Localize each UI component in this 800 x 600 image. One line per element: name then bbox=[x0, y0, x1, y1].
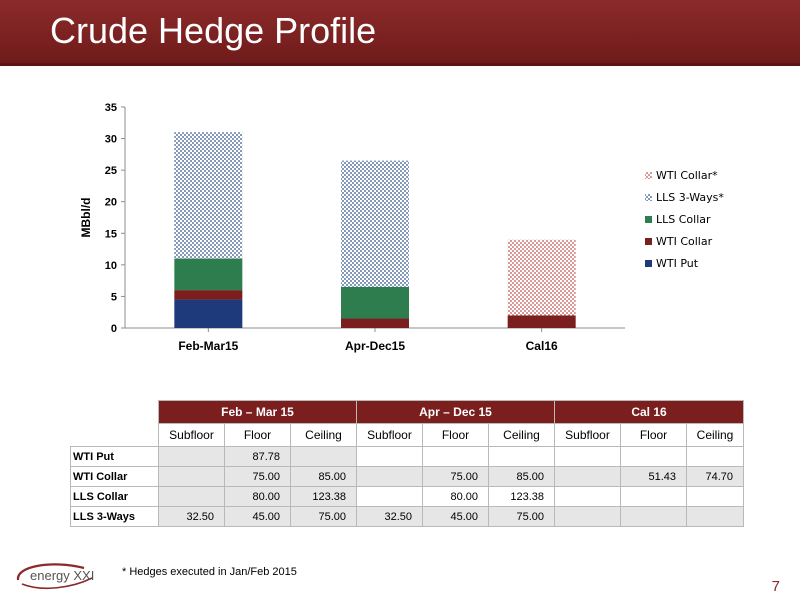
table-cell bbox=[686, 486, 744, 507]
table-cell bbox=[356, 446, 423, 467]
subheader: Ceiling bbox=[290, 423, 357, 447]
legend-swatch bbox=[645, 238, 652, 245]
footnote: * Hedges executed in Jan/Feb 2015 bbox=[122, 566, 297, 578]
subheader: Ceiling bbox=[488, 423, 555, 447]
table-cell bbox=[554, 466, 621, 487]
page-number: 7 bbox=[771, 578, 780, 595]
legend-swatch bbox=[645, 172, 652, 179]
logo-text: energy XXI bbox=[30, 568, 94, 583]
row-label: WTI Collar bbox=[70, 466, 159, 487]
table-cell bbox=[356, 466, 423, 487]
bar-segment bbox=[174, 258, 243, 291]
bar-segment bbox=[174, 290, 243, 300]
y-tick-label: 5 bbox=[111, 291, 117, 303]
group-header-feb-mar: Feb – Mar 15 bbox=[158, 400, 357, 424]
legend-label: LLS Collar bbox=[656, 213, 711, 226]
bar-segment bbox=[341, 318, 409, 328]
legend-label: WTI Put bbox=[656, 257, 699, 270]
table-cell: 80.00 bbox=[422, 486, 489, 507]
table-cell: 85.00 bbox=[488, 466, 555, 487]
table-row: WTI Collar 75.00 85.00 75.00 85.00 51.43… bbox=[70, 466, 744, 487]
table-cell bbox=[620, 506, 687, 527]
row-label: LLS 3-Ways bbox=[70, 506, 159, 527]
group-header-cal16: Cal 16 bbox=[554, 400, 744, 424]
legend-swatch bbox=[645, 216, 652, 223]
y-tick-label: 25 bbox=[105, 165, 117, 177]
bar-segment bbox=[174, 132, 243, 259]
subheader: Ceiling bbox=[686, 423, 744, 447]
table-cell bbox=[158, 446, 225, 467]
table-cell bbox=[356, 486, 423, 507]
table-cell bbox=[488, 446, 555, 467]
table-cell: 75.00 bbox=[488, 506, 555, 527]
x-tick-label: Feb-Mar15 bbox=[178, 339, 238, 353]
energy-xxi-logo: energy XXI bbox=[16, 563, 94, 590]
group-header-apr-dec: Apr – Dec 15 bbox=[356, 400, 555, 424]
hedge-chart: 0 5 10 15 20 25 30 35 MBbl/d Feb-Mar15 Apr-Dec15 Ca… bbox=[79, 102, 724, 353]
title-underline bbox=[0, 63, 800, 66]
table-row: LLS 3-Ways 32.50 45.00 75.00 32.50 45.00… bbox=[70, 506, 744, 527]
subheader: Floor bbox=[620, 423, 687, 447]
table-cell bbox=[158, 486, 225, 507]
legend-label: WTI Collar bbox=[656, 235, 713, 248]
table-cell: 123.38 bbox=[488, 486, 555, 507]
table-cell: 75.00 bbox=[224, 466, 291, 487]
bar-segment bbox=[174, 299, 243, 328]
table-cell: 87.78 bbox=[224, 446, 291, 467]
row-label: WTI Put bbox=[70, 446, 159, 467]
title-bar: Crude Hedge Profile bbox=[0, 0, 800, 66]
y-axis-label: MBbl/d bbox=[79, 198, 93, 238]
table-cell bbox=[554, 446, 621, 467]
table-cell: 75.00 bbox=[290, 506, 357, 527]
table-cell bbox=[686, 506, 744, 527]
x-tick-label: Apr-Dec15 bbox=[345, 339, 405, 353]
table-cell: 45.00 bbox=[422, 506, 489, 527]
table-cell bbox=[686, 446, 744, 467]
y-tick-label: 35 bbox=[105, 102, 117, 114]
table-cell bbox=[290, 446, 357, 467]
y-tick-label: 0 bbox=[111, 323, 117, 335]
legend-swatch bbox=[645, 194, 652, 201]
table-cell: 51.43 bbox=[620, 466, 687, 487]
x-tick-label: Cal16 bbox=[526, 339, 558, 353]
subheader: Subfloor bbox=[158, 423, 225, 447]
table-cell: 45.00 bbox=[224, 506, 291, 527]
table-row: LLS Collar 80.00 123.38 80.00 123.38 bbox=[70, 486, 744, 507]
subheader: Subfloor bbox=[554, 423, 621, 447]
table-cell: 32.50 bbox=[356, 506, 423, 527]
legend-swatch bbox=[645, 260, 652, 267]
table-cell bbox=[620, 486, 687, 507]
legend-label: WTI Collar* bbox=[656, 169, 718, 182]
table-row: WTI Put 87.78 bbox=[70, 446, 744, 467]
subheader: Floor bbox=[422, 423, 489, 447]
table-cell bbox=[554, 506, 621, 527]
table-cell: 74.70 bbox=[686, 466, 744, 487]
page-title: Crude Hedge Profile bbox=[50, 10, 377, 51]
table-cell: 75.00 bbox=[422, 466, 489, 487]
table-cell: 80.00 bbox=[224, 486, 291, 507]
legend-label: LLS 3-Ways* bbox=[656, 191, 724, 204]
y-tick-label: 30 bbox=[105, 134, 117, 146]
y-tick-label: 10 bbox=[105, 260, 117, 272]
table-cell bbox=[554, 486, 621, 507]
subheader: Subfloor bbox=[356, 423, 423, 447]
table-cell: 123.38 bbox=[290, 486, 357, 507]
table-cell: 85.00 bbox=[290, 466, 357, 487]
bar-segment bbox=[507, 315, 576, 328]
table-cell bbox=[620, 446, 687, 467]
table-cell bbox=[422, 446, 489, 467]
row-label: LLS Collar bbox=[70, 486, 159, 507]
y-tick-label: 20 bbox=[105, 197, 117, 209]
table-cell: 32.50 bbox=[158, 506, 225, 527]
hedge-table: Feb – Mar 15 Apr – Dec 15 Cal 16 Subfloo… bbox=[70, 400, 744, 527]
subheader: Floor bbox=[224, 423, 291, 447]
bar-segment bbox=[507, 239, 576, 316]
table-cell bbox=[158, 466, 225, 487]
y-tick-label: 15 bbox=[105, 228, 117, 240]
bar-segment bbox=[341, 286, 409, 319]
bar-segment bbox=[341, 160, 409, 287]
